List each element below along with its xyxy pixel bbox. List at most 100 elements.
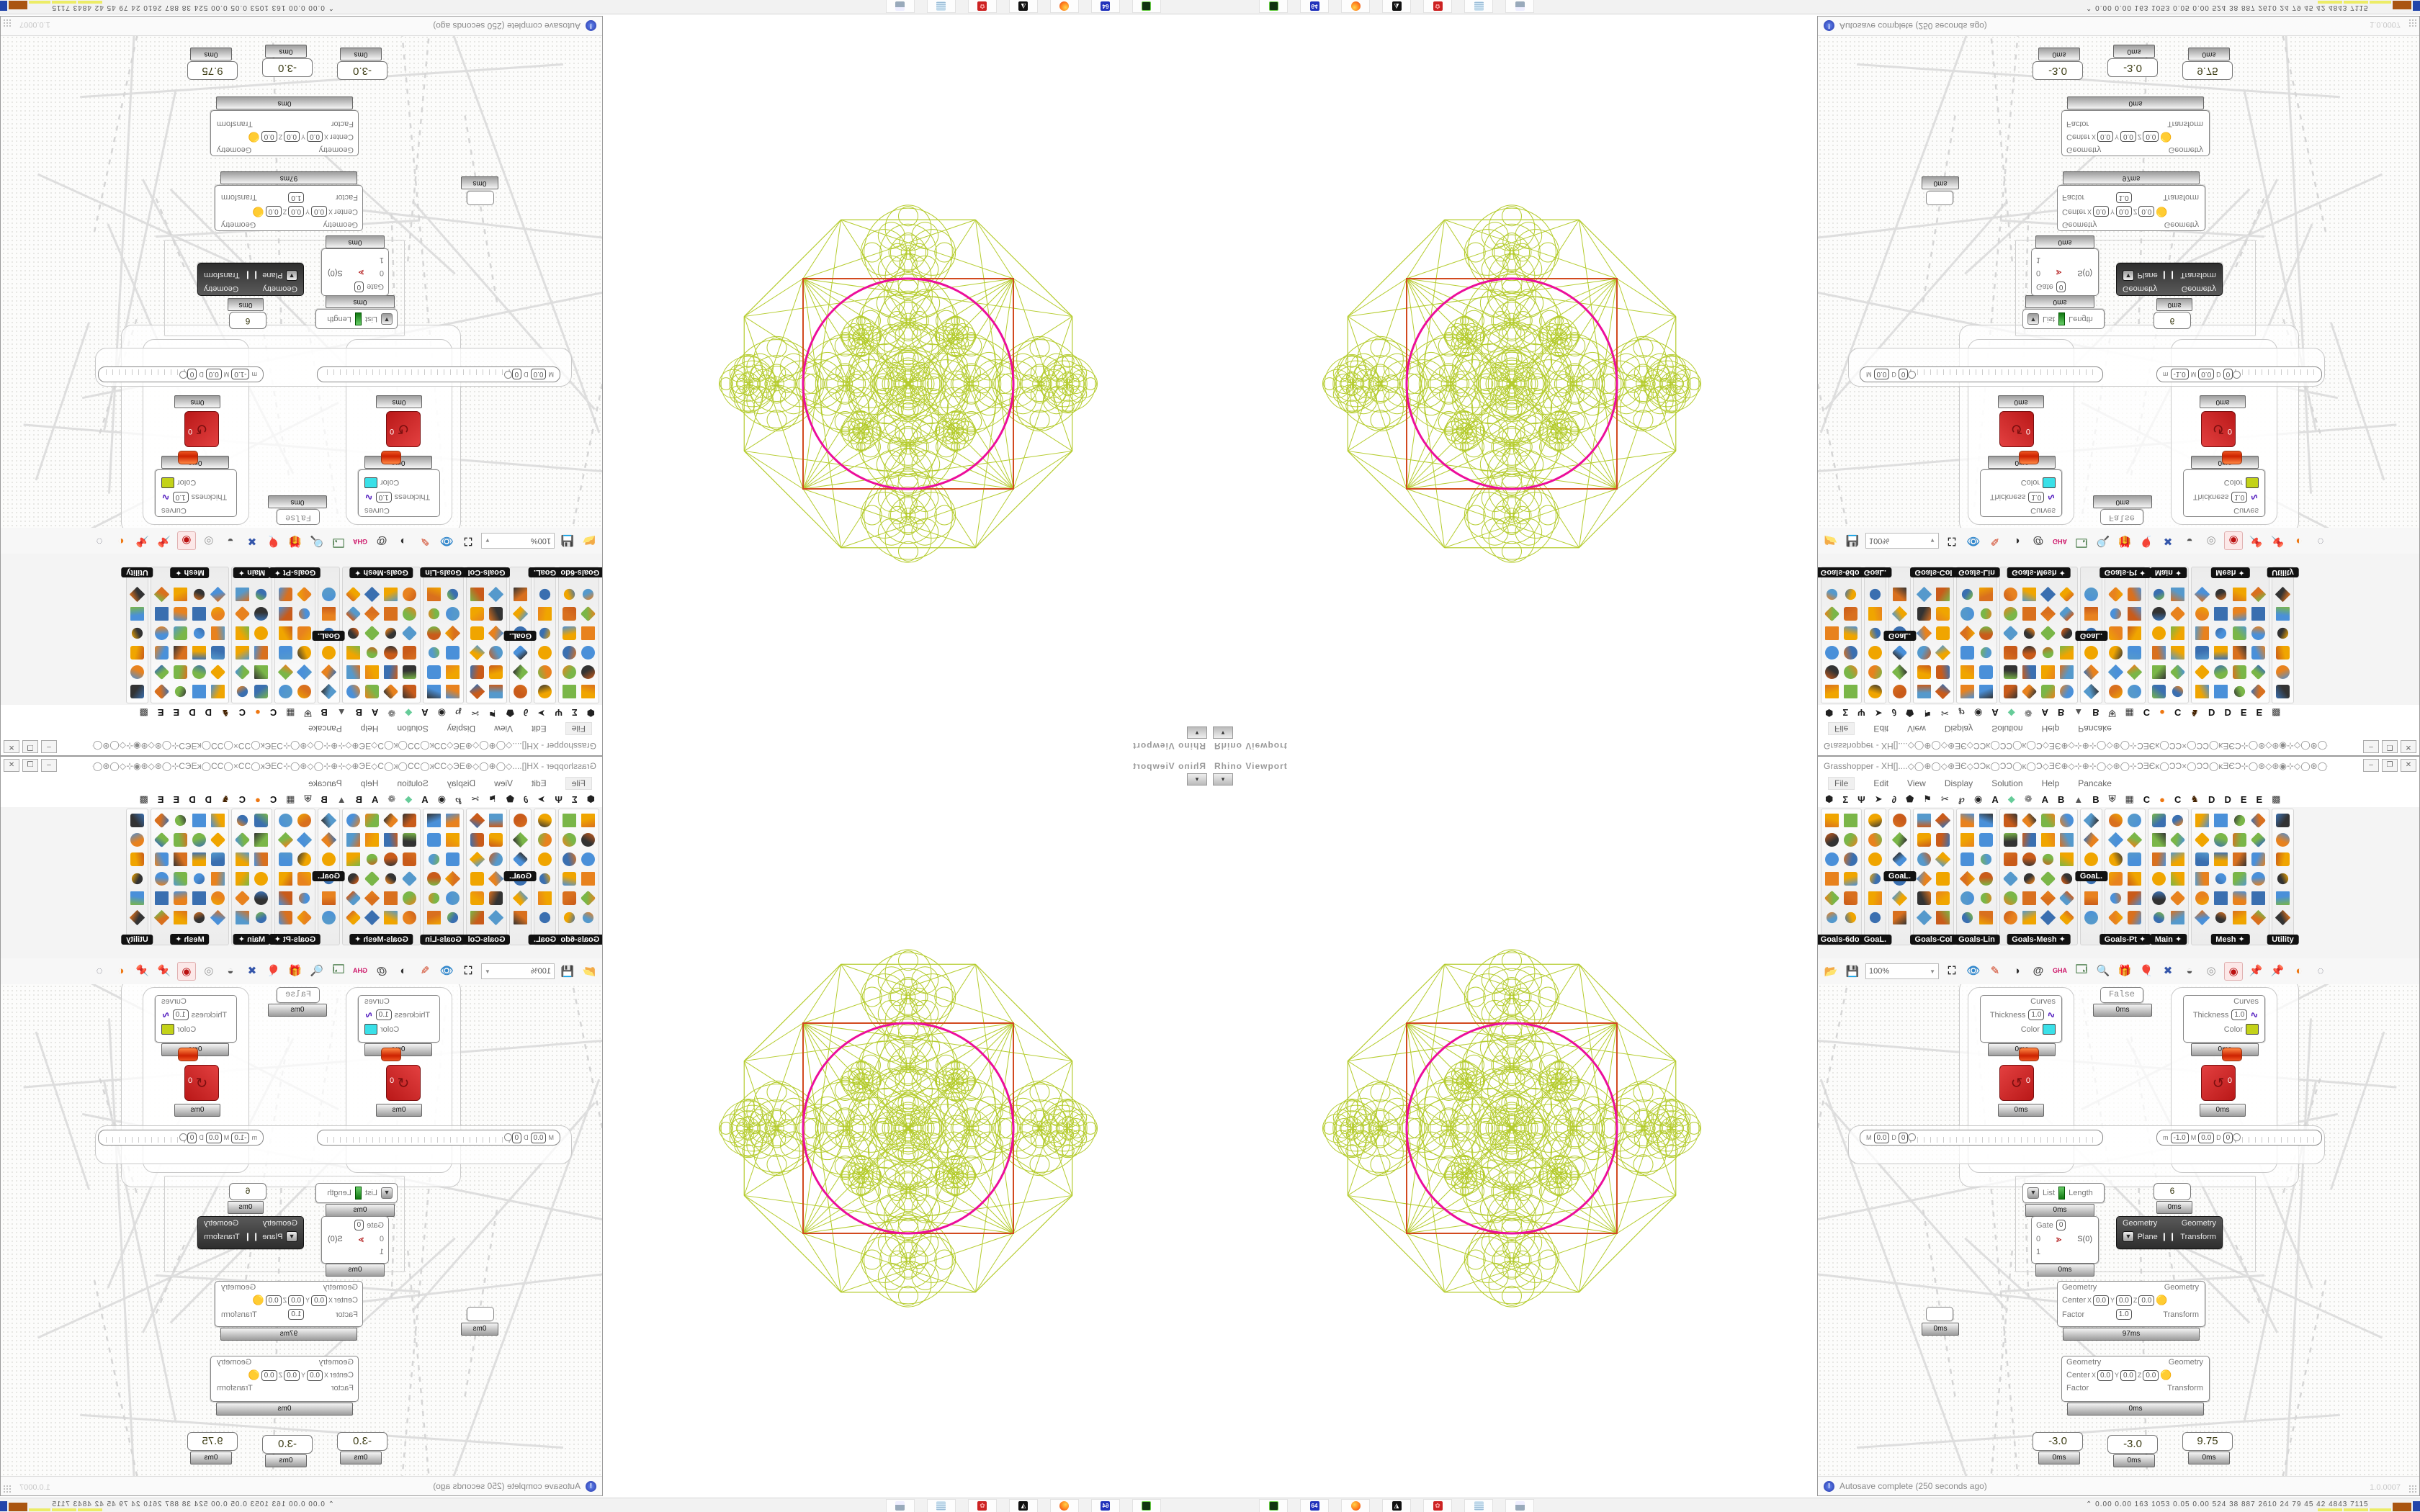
component-icon[interactable] [234, 684, 251, 700]
component-icon[interactable] [1868, 665, 1882, 680]
component-icon[interactable] [1979, 910, 1993, 924]
component-icon[interactable] [155, 607, 169, 621]
component-icon[interactable] [2058, 890, 2075, 906]
balloon-icon[interactable]: 🎈 [2139, 965, 2154, 977]
component-icon[interactable] [446, 813, 460, 827]
orient-node[interactable]: Geometry Geometry ▼ Plane ❙❙ Transform [2116, 263, 2223, 296]
component-icon[interactable] [1893, 588, 1906, 602]
category-tab[interactable]: ✂ [1941, 708, 1949, 719]
color-swatch[interactable] [2246, 477, 2259, 488]
component-icon[interactable] [1844, 891, 1857, 905]
category-tab[interactable]: ⬢ [586, 708, 595, 719]
component-icon[interactable] [580, 890, 596, 906]
component-icon[interactable] [427, 813, 441, 827]
minimize-button[interactable]: – [2363, 759, 2379, 772]
component-icon[interactable] [580, 606, 596, 622]
component-icon[interactable] [1960, 646, 1974, 660]
factor-box[interactable]: 1.0 [2115, 192, 2132, 203]
component-icon[interactable] [2022, 665, 2036, 680]
component-icon[interactable] [2152, 891, 2166, 905]
component-icon[interactable] [192, 832, 206, 847]
component-icon[interactable] [2276, 813, 2290, 827]
panel-label[interactable]: Utility [2267, 935, 2299, 945]
number-slider[interactable]: M 0.0 D 0 [317, 1130, 560, 1146]
relay-node[interactable] [467, 191, 494, 205]
component-icon[interactable] [211, 871, 225, 886]
scale-node[interactable]: Geometry Geometry Center X 0.0 Y 0.0 Z 0.0 🟡… [2061, 110, 2210, 156]
save-file-icon[interactable]: 💾 [1845, 534, 1860, 546]
taskbar-gimp-icon[interactable]: ◮ [1009, 1499, 1038, 1512]
category-tab[interactable]: ⬢ [586, 793, 595, 804]
maximize-button[interactable]: ❐ [22, 759, 38, 772]
component-icon[interactable] [2171, 852, 2184, 866]
component-icon[interactable] [1868, 607, 1882, 621]
component-icon[interactable] [2171, 910, 2184, 924]
frame-icon[interactable]: ⛶ [464, 964, 472, 977]
component-icon[interactable] [427, 665, 441, 680]
custom-preview-node[interactable]: Curves Thickness 1.0 ∿ Color [155, 469, 237, 517]
category-tab[interactable]: ℘ [455, 793, 462, 804]
taskbar-keepass-icon[interactable]: ✿ [968, 1499, 997, 1512]
component-icon[interactable] [2152, 852, 2166, 866]
gh-canvas[interactable]: Curves Thickness 1.0 ∿ Color 0ms Curves … [1818, 35, 2419, 528]
category-tab[interactable]: ⬟ [1906, 793, 1914, 804]
sketch-pen-icon[interactable]: ✎ [1990, 535, 2000, 547]
category-tab[interactable]: ◆ [405, 708, 413, 719]
rhino-viewport[interactable]: Rhino Viewport ▾ [1210, 14, 1817, 756]
panel-label[interactable]: GoaL. [1858, 935, 1892, 945]
ribbons-icon[interactable]: ✖ [247, 965, 257, 977]
component-icon[interactable] [1936, 665, 1950, 680]
component-icon[interactable] [2004, 646, 2017, 660]
category-tab[interactable]: E [157, 793, 164, 805]
component-icon[interactable] [1825, 685, 1839, 699]
reset-button[interactable] [2019, 1048, 2039, 1061]
component-icon[interactable] [2060, 832, 2074, 847]
scale-node[interactable]: Geometry Geometry Center X 0.0 Y 0.0 Z 0.0 🟡… [210, 1356, 359, 1402]
component-icon[interactable] [322, 910, 336, 924]
coord-box[interactable]: 0.0 [2143, 131, 2159, 143]
category-tab[interactable]: A [1991, 793, 1999, 805]
number-panel[interactable]: -3.0 [2107, 1435, 2158, 1454]
gumball-icon[interactable]: ◑ [2013, 964, 2020, 977]
component-icon[interactable] [296, 909, 313, 925]
panel-label[interactable]: GoaL. [528, 935, 562, 945]
component-icon[interactable] [2152, 832, 2166, 847]
component-icon[interactable] [1891, 890, 1908, 906]
panel-label[interactable]: Goals-6dof [1818, 935, 1868, 945]
component-icon[interactable] [1891, 832, 1908, 847]
pin-green-icon[interactable]: 📌 [135, 535, 150, 547]
menu-item-edit[interactable]: Edit [1873, 778, 1889, 788]
category-tab[interactable]: A [421, 707, 429, 719]
coord-box[interactable]: 0.0 [2093, 206, 2109, 217]
component-icon[interactable] [2250, 684, 2267, 700]
component-icon[interactable] [129, 909, 145, 925]
component-icon[interactable] [364, 606, 380, 622]
minimize-button[interactable]: – [41, 759, 57, 772]
component-icon[interactable] [1959, 626, 1976, 642]
component-icon[interactable] [130, 665, 144, 680]
coord-box[interactable]: 0.0 [311, 206, 327, 217]
component-icon[interactable] [254, 813, 268, 827]
component-icon[interactable] [2231, 812, 2248, 828]
panel-label[interactable]: Main ✦ [233, 934, 271, 945]
panel-label[interactable]: Main ✦ [2149, 934, 2187, 945]
zoom-select[interactable]: 100% ▼ [1865, 963, 1939, 979]
component-icon[interactable] [2040, 851, 2056, 867]
category-tab[interactable]: Σ [1842, 707, 1849, 719]
component-icon[interactable] [469, 812, 485, 828]
component-icon[interactable] [538, 832, 552, 847]
arrow-down-icon[interactable]: ▼ [2027, 1187, 2039, 1199]
component-icon[interactable] [346, 665, 360, 680]
gha-icon[interactable]: GHA [2053, 538, 2067, 545]
coord-box[interactable]: 0.0 [311, 1295, 327, 1306]
component-icon[interactable] [563, 852, 576, 866]
number-slider[interactable]: M 0.0 D 0 [1860, 366, 2103, 382]
wire-dark-icon[interactable]: ◒ [227, 535, 234, 548]
taskbar-notepad-icon[interactable] [1464, 1499, 1493, 1512]
component-icon[interactable] [345, 626, 362, 642]
component-icon[interactable] [2109, 871, 2123, 886]
component-icon[interactable] [236, 852, 249, 866]
component-icon[interactable] [2194, 909, 2210, 925]
component-icon[interactable] [444, 626, 461, 642]
component-icon[interactable] [1844, 646, 1857, 660]
